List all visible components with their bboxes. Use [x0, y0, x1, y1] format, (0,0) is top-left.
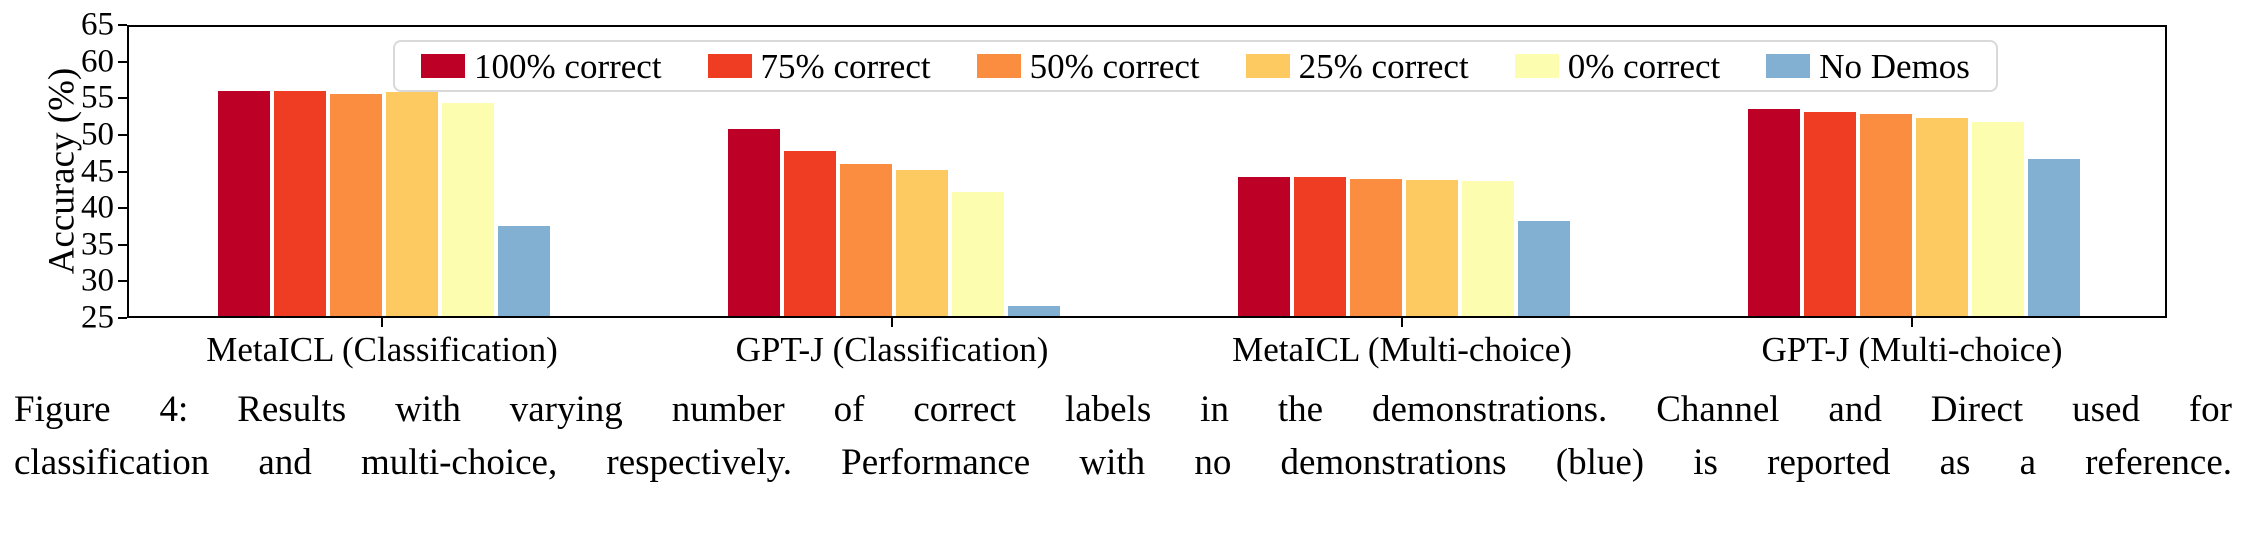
legend-swatch-icon — [976, 54, 1021, 78]
bar-chart: Accuracy (%) 25 30 35 40 45 50 55 60 65 MetaICL … — [41, 6, 2167, 369]
bar — [728, 129, 780, 316]
x-tick-mark — [381, 318, 383, 327]
y-tick-mark — [118, 243, 127, 246]
legend-item: 100% correct — [421, 49, 662, 84]
x-axis-category-label: MetaICL (Multi-choice) — [1232, 330, 1572, 369]
bar — [330, 94, 382, 316]
caption-line-1: Figure 4: Results with varying number of… — [14, 389, 2232, 430]
y-tick-label: 40 — [81, 189, 114, 226]
figure-caption: Figure 4: Results with varying number of… — [14, 384, 2232, 489]
bar — [952, 192, 1004, 316]
legend-item: 0% correct — [1514, 46, 1721, 86]
y-tick-mark — [118, 317, 127, 319]
bar-group-3 — [1238, 27, 1570, 316]
bar — [1008, 305, 1060, 316]
legend-label: No Demos — [1819, 46, 1970, 86]
bar — [1238, 176, 1290, 316]
bar — [1406, 179, 1458, 316]
y-tick-label: 65 — [81, 6, 114, 43]
y-tick-mark — [118, 207, 127, 210]
bar — [784, 151, 836, 316]
y-tick-label: 30 — [81, 262, 114, 299]
bar — [1462, 180, 1514, 316]
x-axis-category-label: GPT-J (Multi-choice) — [1761, 330, 2063, 369]
caption-line-2: classification and multi-choice, respect… — [14, 441, 2232, 483]
legend-swatch-icon — [1766, 54, 1811, 78]
y-axis-label: Accuracy (%) — [41, 67, 83, 275]
y-tick-mark — [118, 133, 127, 136]
legend-item: 50% correct — [976, 46, 1200, 86]
bar — [274, 91, 326, 316]
legend-label: 100% correct — [474, 46, 662, 86]
bar — [896, 169, 948, 316]
y-tick-mark — [118, 170, 127, 173]
bar — [1804, 111, 1856, 316]
y-tick-label: 55 — [81, 79, 114, 116]
bar — [386, 91, 438, 316]
y-tick-mark — [118, 97, 127, 100]
bar — [1916, 117, 1968, 316]
legend-label: 75% correct — [760, 46, 931, 86]
bar — [840, 164, 892, 316]
bar — [1860, 113, 1912, 316]
legend-swatch-icon — [1245, 54, 1290, 78]
legend-swatch-icon — [1514, 54, 1559, 78]
y-tick-mark — [118, 24, 127, 26]
legend-label: 25% correct — [1298, 46, 1469, 86]
legend-item: No Demos — [1766, 49, 1970, 84]
x-tick-mark — [891, 318, 893, 327]
bar — [1350, 179, 1402, 316]
bar — [1518, 220, 1570, 316]
chart-legend: 100% correct 75% correct 50% correct 25% co… — [393, 40, 1998, 92]
y-tick-label: 50 — [81, 116, 114, 153]
bar — [498, 225, 550, 316]
bar — [2028, 158, 2080, 316]
legend-swatch-icon — [707, 54, 752, 78]
bar — [1294, 176, 1346, 316]
bar-group-4 — [1748, 27, 2080, 316]
y-tick-label: 45 — [81, 153, 114, 189]
x-axis-category-label: MetaICL (Classification) — [206, 330, 558, 369]
bar-group-2 — [728, 27, 1060, 316]
x-tick-mark — [1401, 318, 1403, 327]
bar — [442, 102, 494, 316]
y-tick-mark — [118, 280, 127, 283]
legend-item: 75% correct — [707, 46, 931, 86]
bar — [1972, 121, 2024, 316]
bar — [1748, 109, 1800, 316]
x-axis-category-label: GPT-J (Classification) — [735, 330, 1049, 369]
bar — [218, 91, 270, 316]
y-tick-label: 25 — [81, 299, 114, 336]
legend-label: 50% correct — [1029, 46, 1200, 86]
legend-swatch-icon — [421, 54, 465, 78]
y-tick-label: 35 — [81, 226, 114, 263]
y-tick-mark — [118, 60, 127, 63]
legend-item: 25% correct — [1245, 46, 1469, 86]
y-tick-label: 60 — [81, 43, 114, 80]
x-tick-mark — [1911, 318, 1913, 327]
bar-group-1 — [218, 27, 550, 316]
legend-label: 0% correct — [1567, 46, 1721, 86]
